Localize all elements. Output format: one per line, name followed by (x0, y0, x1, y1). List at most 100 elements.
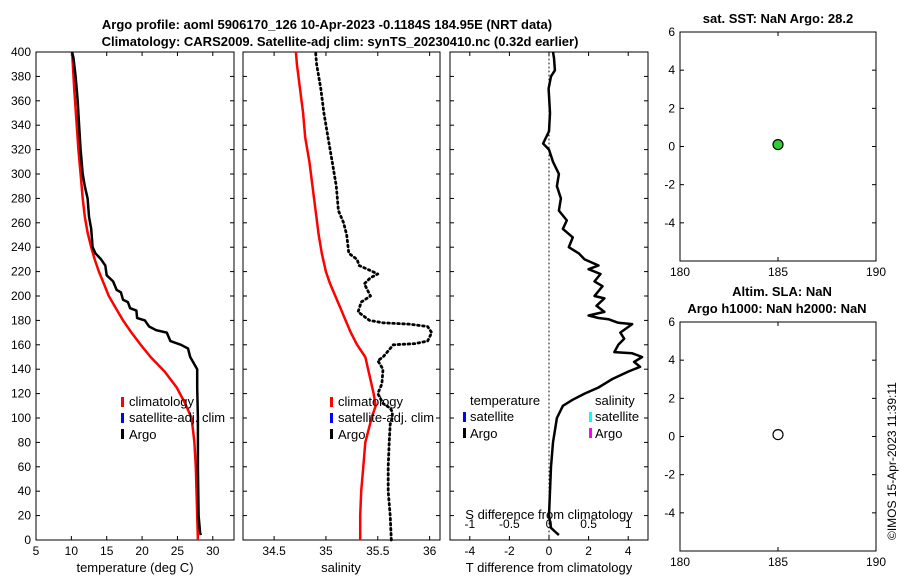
argo-location-point (772, 138, 784, 151)
ytick-label: 2 (668, 391, 675, 405)
legend-swatch-argo (121, 429, 124, 439)
ytick-label: 240 (11, 240, 31, 254)
xtick-label: 190 (866, 555, 886, 569)
xtick-label: 190 (866, 265, 886, 279)
temperature-panel: 0 20 40 60 80 100 120 140 160 180 200 220 240 260 280 3… (11, 45, 235, 575)
xtick-label: 180 (670, 265, 690, 279)
legend-swatch-s-satellite (589, 412, 592, 422)
xtick-label: 35 (319, 544, 333, 558)
ytick-label: 380 (11, 69, 31, 83)
ytick-label: 340 (11, 118, 31, 132)
sla-points (772, 428, 784, 441)
series-line-climatology (294, 51, 377, 540)
ytick-label: 0 (668, 430, 675, 444)
ytick-label: 200 (11, 289, 31, 303)
legend-swatch-satellite (121, 413, 124, 423)
top-xtick-label: -0.5 (499, 517, 520, 531)
legend-swatch-climatology (121, 397, 124, 407)
series-line-argo-t-difference (541, 51, 644, 537)
sla-panel: Altim. SLA: NaN Argo h1000: NaN h2000: N… (664, 284, 886, 569)
salinity-panel: 34.5 35 35.5 36 salinity climatology satell… (242, 50, 441, 575)
salinity-lines (294, 50, 434, 542)
sst-points (772, 138, 784, 151)
ytick-label: 60 (18, 460, 32, 474)
xtick-label: 180 (670, 555, 690, 569)
xtick-label: 4 (625, 544, 632, 558)
ytick-label: 4 (668, 63, 675, 77)
legend-swatch-t-satellite (463, 412, 466, 422)
legend-swatch-climatology (330, 397, 333, 407)
ytick-label: 280 (11, 191, 31, 205)
legend-label-climatology: climatology (129, 394, 195, 409)
ytick-label: 80 (18, 435, 32, 449)
ytick-label: 360 (11, 94, 31, 108)
legend-label-s-satellite: satellite (595, 409, 639, 424)
xtick-label: 185 (768, 555, 788, 569)
xtick-label: -2 (504, 544, 515, 558)
difference-lines (541, 51, 644, 541)
sla-xticks: 180 185 190 (670, 322, 886, 569)
xtick-label: 15 (100, 544, 114, 558)
sst-panel: sat. SST: NaN Argo: 28.2 -4 -2 0 2 4 6 180 185… (664, 11, 886, 279)
legend-swatch-s-argo (589, 428, 592, 438)
legend-label-s-argo: Argo (595, 426, 622, 441)
salinity-axes (242, 51, 441, 541)
legend-label-argo: Argo (129, 427, 156, 442)
ytick-label: 160 (11, 338, 31, 352)
sst-xticks: 180 185 190 (670, 32, 886, 279)
temperature-xlabel: temperature (deg C) (76, 560, 193, 575)
ytick-label: -2 (664, 468, 675, 482)
temperature-axes (35, 51, 235, 541)
ytick-label: 180 (11, 313, 31, 327)
legend-swatch-t-argo (463, 428, 466, 438)
series-line-argo (314, 50, 434, 542)
ytick-label: -2 (664, 178, 675, 192)
ytick-label: 6 (668, 25, 675, 39)
salinity-yticks (243, 51, 440, 541)
temperature-yticks: 0 20 40 60 80 100 120 140 160 180 200 220 240 260 280 3… (11, 45, 234, 547)
ytick-label: 6 (668, 315, 675, 329)
ytick-label: 0 (668, 140, 675, 154)
xtick-label: 10 (65, 544, 79, 558)
sst-title: sat. SST: NaN Argo: 28.2 (703, 11, 854, 26)
xtick-label: 0 (546, 544, 553, 558)
sst-yticks: -4 -2 0 2 4 6 (664, 25, 876, 230)
xtick-label: 30 (206, 544, 220, 558)
argo-location-point (772, 428, 784, 441)
xtick-label: 25 (171, 544, 185, 558)
difference-xlabel: T difference from climatology (466, 560, 633, 575)
ytick-label: 100 (11, 411, 31, 425)
legend-label-t-satellite: satellite (470, 409, 514, 424)
ytick-label: 300 (11, 167, 31, 181)
xtick-label: 5 (33, 544, 40, 558)
ytick-label: 220 (11, 265, 31, 279)
xtick-label: 35.5 (366, 544, 390, 558)
legend-label-climatology: climatology (338, 394, 404, 409)
sla-title-line-1: Altim. SLA: NaN (732, 284, 832, 299)
difference-legend: temperature satellite Argo salinity sate… (463, 393, 639, 441)
legend-swatch-argo (330, 429, 333, 439)
legend-swatch-satellite (330, 413, 333, 423)
title-line-2: Climatology: CARS2009. Satellite-adj cli… (102, 34, 579, 49)
xtick-label: 34.5 (262, 544, 286, 558)
ytick-label: 4 (668, 353, 675, 367)
ytick-label: 320 (11, 143, 31, 157)
series-line-climatology (70, 51, 200, 541)
difference-panel: -4 -2 0 2 4 -1 -0.5 0 0.5 1 S difference from cl… (449, 51, 649, 575)
xtick-label: 2 (585, 544, 592, 558)
top-xtick-label: 1 (625, 517, 632, 531)
legend-label-argo: Argo (338, 427, 365, 442)
salinity-legend: climatology satellite-adj. clim Argo (330, 394, 434, 442)
ytick-label: -4 (664, 216, 675, 230)
xtick-label: -4 (464, 544, 475, 558)
top-xtick-label: 0.5 (580, 517, 597, 531)
salinity-xlabel: salinity (321, 560, 361, 575)
title-line-1: Argo profile: aoml 5906170_126 10-Apr-20… (102, 17, 552, 32)
ytick-label: 400 (11, 45, 31, 59)
ytick-label: -4 (664, 506, 675, 520)
sla-title-line-2: Argo h1000: NaN h2000: NaN (687, 301, 866, 316)
ytick-label: 120 (11, 387, 31, 401)
imos-watermark: ©IMOS 15-Apr-2023 11:39:11 (885, 382, 899, 540)
xtick-label: 20 (135, 544, 149, 558)
